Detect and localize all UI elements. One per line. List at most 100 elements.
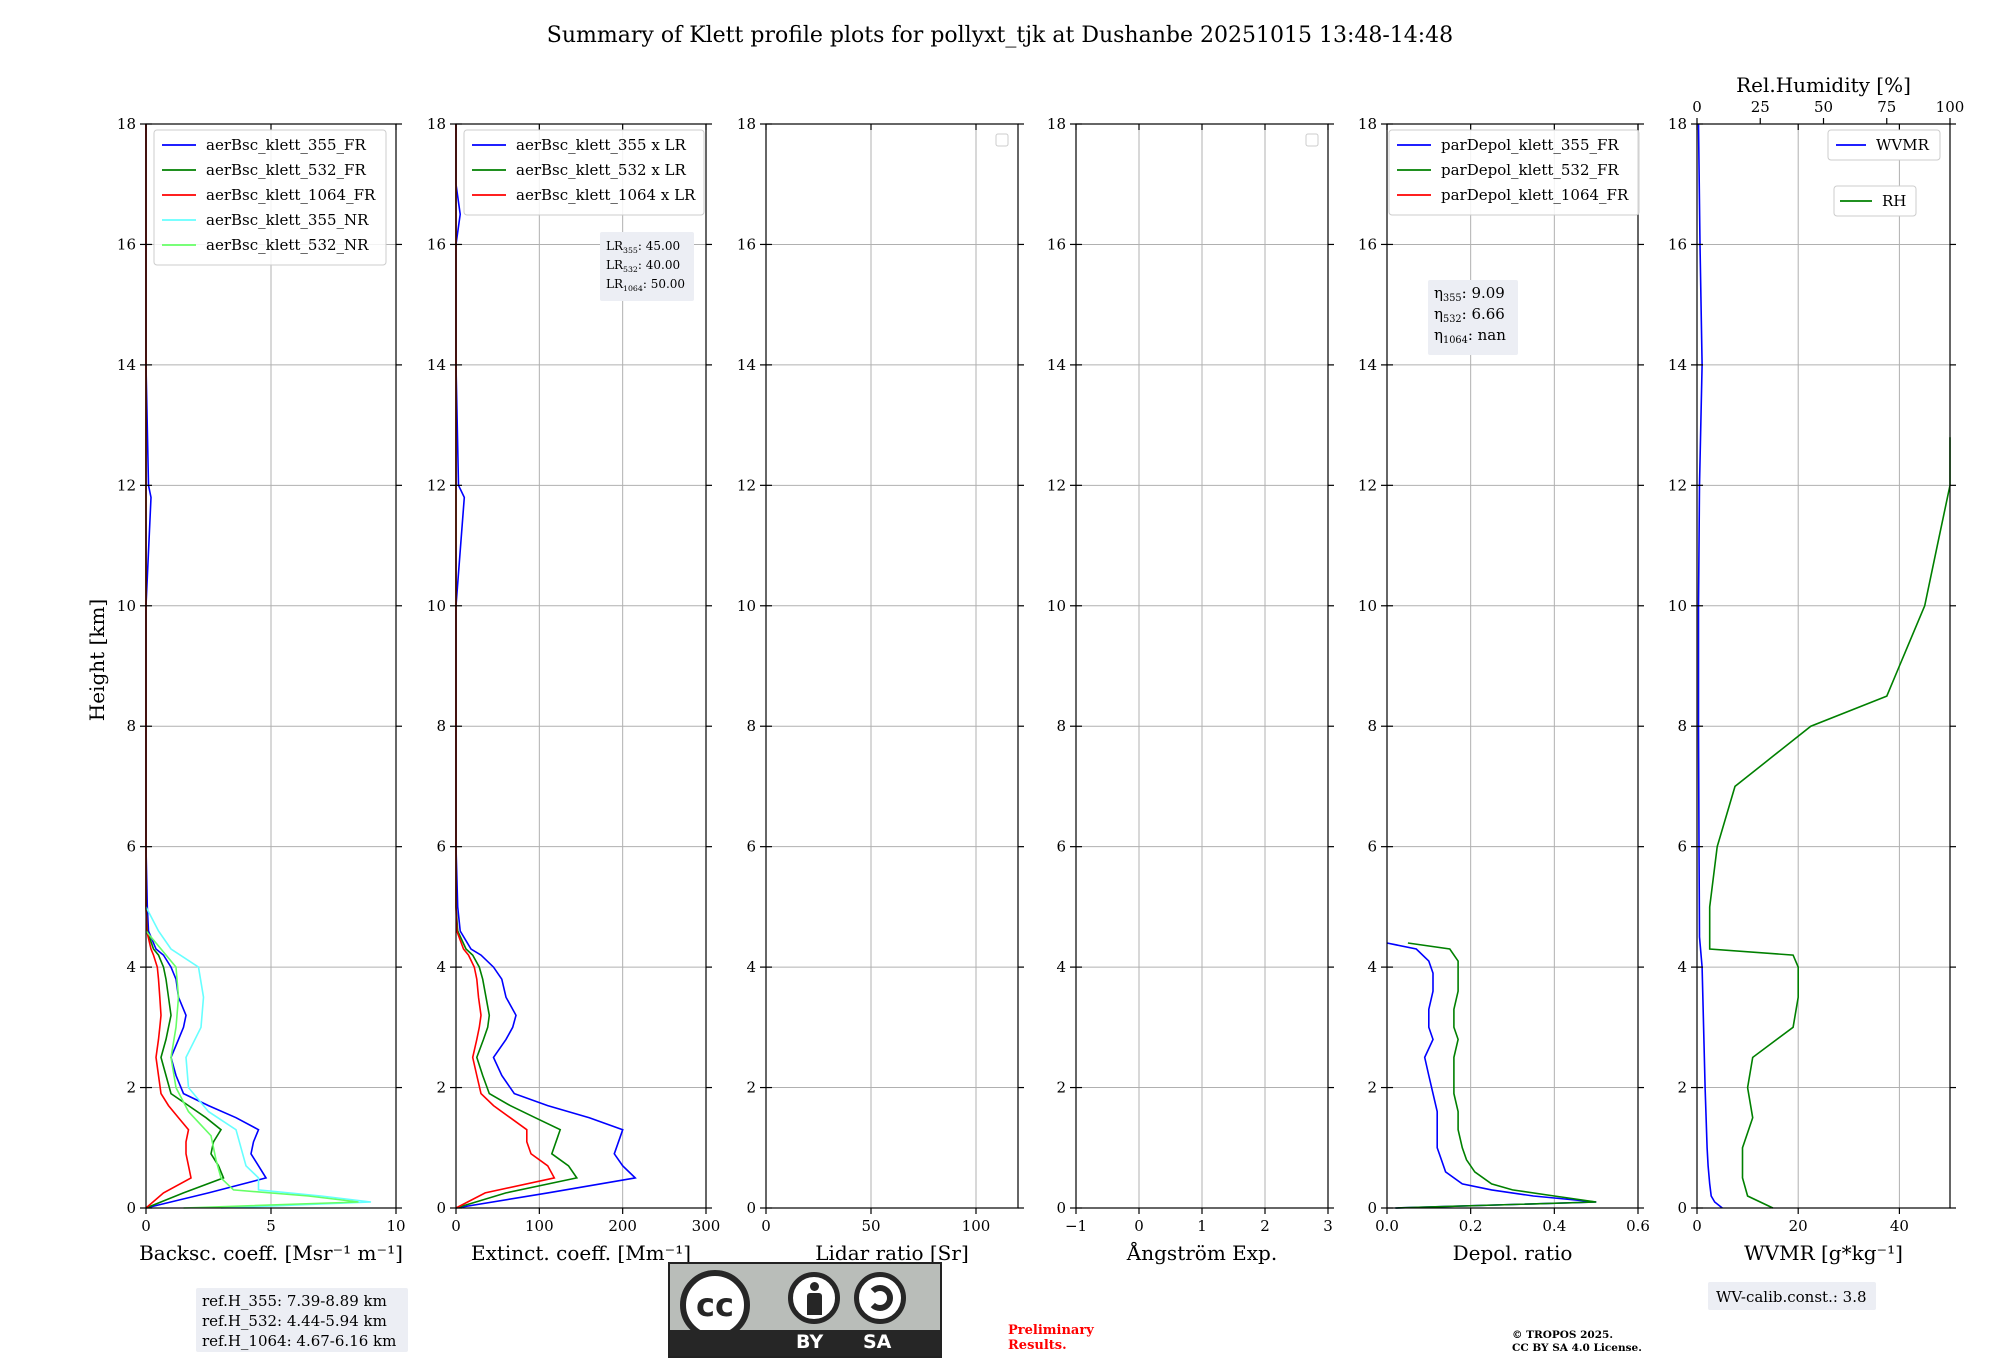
y-tick-label: 8 bbox=[1056, 717, 1066, 735]
legend-entry: aerBsc_klett_355 x LR bbox=[516, 136, 687, 154]
y-tick-label: 14 bbox=[737, 356, 756, 374]
x-axis-label-ext: Extinct. coeff. [Mm⁻¹] bbox=[471, 1241, 691, 1265]
annotation-base: η bbox=[1434, 305, 1443, 323]
y-tick-label: 18 bbox=[737, 115, 756, 133]
y-tick-label: 14 bbox=[1047, 356, 1066, 374]
legend-entry: aerBsc_klett_1064 x LR bbox=[516, 186, 696, 204]
y-tick-label: 0 bbox=[1367, 1199, 1377, 1217]
plot-frame bbox=[1386, 123, 1639, 1209]
x-tick-label: 2 bbox=[1260, 1217, 1270, 1235]
series-line-dep-0 bbox=[1386, 942, 1597, 1209]
series-line-ext-1 bbox=[455, 124, 579, 1209]
annotation-box-dep bbox=[1428, 280, 1518, 355]
x-tick-label: 300 bbox=[692, 1217, 721, 1235]
legend-box-bsc bbox=[153, 129, 387, 266]
y-tick-label: 18 bbox=[1668, 115, 1687, 133]
figure-title: Summary of Klett profile plots for polly… bbox=[547, 23, 1453, 48]
y-tick-label: 12 bbox=[737, 476, 756, 494]
y-tick-label: 10 bbox=[1668, 597, 1687, 615]
plot-frame bbox=[1696, 123, 1951, 1209]
annotation-sub: 355 bbox=[1443, 293, 1462, 304]
y-tick-label: 18 bbox=[427, 115, 446, 133]
series-line-ext-0 bbox=[455, 124, 637, 1209]
y-tick-label: 10 bbox=[1358, 597, 1377, 615]
y-tick-label: 10 bbox=[427, 597, 446, 615]
x-tick-label: 0.6 bbox=[1626, 1217, 1650, 1235]
by-person-icon bbox=[788, 1272, 840, 1324]
top-tick-label: 50 bbox=[1814, 98, 1833, 116]
legend-box-ext bbox=[463, 129, 705, 216]
y-tick-label: 16 bbox=[737, 235, 756, 253]
panel-bsc: 0 2 4 6 8 10 12 14 16 18 0 5 10 Backsc. coeff. [Msr⁻¹… bbox=[117, 115, 406, 1265]
ref-height-line: ref.H_355: 7.39-8.89 km bbox=[202, 1292, 387, 1310]
x-tick-label: 0 bbox=[141, 1217, 151, 1235]
legend-entry: parDepol_klett_1064_FR bbox=[1441, 186, 1629, 204]
y-tick-label: 14 bbox=[1358, 356, 1377, 374]
y-tick-label: 8 bbox=[1367, 717, 1377, 735]
annotation-box-ext bbox=[600, 232, 694, 301]
y-tick-label: 14 bbox=[427, 356, 446, 374]
series-line-wv-0 bbox=[1697, 123, 1723, 1209]
legend-entry: aerBsc_klett_532_FR bbox=[206, 161, 366, 179]
y-tick-label: 4 bbox=[126, 958, 136, 976]
y-axis-label: Height [km] bbox=[85, 599, 109, 721]
cc-icon: cc bbox=[680, 1270, 750, 1340]
cc-bottom-bar bbox=[670, 1330, 940, 1356]
legend-box-wvmr bbox=[1827, 129, 1941, 161]
y-tick-label: 0 bbox=[746, 1199, 756, 1217]
y-tick-label: 6 bbox=[126, 838, 136, 856]
x-tick-label: 40 bbox=[1890, 1217, 1909, 1235]
annotation-sub: 1064 bbox=[623, 284, 643, 293]
x-tick-label: 5 bbox=[266, 1217, 276, 1235]
legend-box-dep bbox=[1388, 129, 1640, 216]
y-tick-label: 14 bbox=[1668, 356, 1687, 374]
legend-entry: aerBsc_klett_532_NR bbox=[206, 236, 369, 254]
panel-lr: 0 2 4 6 8 10 12 14 16 18 0 50 100 Lidar ratio [Sr] bbox=[737, 115, 1024, 1265]
annotation-line: η1064: nan bbox=[1434, 326, 1506, 346]
y-tick-label: 12 bbox=[1668, 476, 1687, 494]
series-line-wv-1 bbox=[1708, 437, 1951, 1209]
top-tick-label: 100 bbox=[1936, 98, 1965, 116]
x-tick-label: 0 bbox=[451, 1217, 461, 1235]
x-tick-label: 0 bbox=[1692, 1217, 1702, 1235]
x-tick-label: 100 bbox=[525, 1217, 554, 1235]
annotation-value: : nan bbox=[1468, 326, 1506, 344]
annotation-sub: 1064 bbox=[1443, 335, 1468, 346]
annotation-sub: 532 bbox=[1443, 314, 1462, 325]
y-tick-label: 16 bbox=[1047, 235, 1066, 253]
x-axis-label-lr: Lidar ratio [Sr] bbox=[815, 1241, 969, 1265]
y-tick-label: 2 bbox=[1367, 1079, 1377, 1097]
series-line-bsc-3 bbox=[145, 906, 372, 1209]
y-tick-label: 18 bbox=[1358, 115, 1377, 133]
ref-height-line: ref.H_1064: 4.67-6.16 km bbox=[202, 1332, 396, 1350]
y-tick-label: 6 bbox=[1056, 838, 1066, 856]
y-tick-label: 0 bbox=[126, 1199, 136, 1217]
x-tick-label: 20 bbox=[1789, 1217, 1808, 1235]
annotation-line: LR532: 40.00 bbox=[606, 258, 680, 274]
copyright-text: © TROPOS 2025. bbox=[1512, 1329, 1613, 1341]
y-tick-label: 6 bbox=[436, 838, 446, 856]
annotation-base: η bbox=[1434, 284, 1443, 302]
legend-box-rh bbox=[1833, 185, 1917, 217]
y-tick-label: 8 bbox=[1677, 717, 1687, 735]
annotation-line: η355: 9.09 bbox=[1434, 284, 1505, 304]
plot-frame bbox=[765, 123, 1019, 1209]
legend-entry: parDepol_klett_532_FR bbox=[1441, 161, 1619, 179]
y-tick-label: 6 bbox=[1367, 838, 1377, 856]
x-tick-label: 50 bbox=[861, 1217, 880, 1235]
cc-by-label: BY bbox=[796, 1331, 824, 1353]
annotation-base: LR bbox=[606, 258, 624, 272]
annotation-base: LR bbox=[606, 239, 624, 253]
empty-legend-box bbox=[1305, 133, 1319, 147]
y-tick-label: 6 bbox=[746, 838, 756, 856]
annotation-value: : 40.00 bbox=[638, 258, 680, 272]
y-tick-label: 18 bbox=[117, 115, 136, 133]
annotation-line: LR1064: 50.00 bbox=[606, 277, 685, 293]
top-tick-label: 0 bbox=[1692, 98, 1702, 116]
series-line-dep-1 bbox=[1395, 942, 1597, 1209]
y-tick-label: 16 bbox=[427, 235, 446, 253]
y-tick-label: 16 bbox=[1668, 235, 1687, 253]
y-tick-label: 4 bbox=[1677, 958, 1687, 976]
